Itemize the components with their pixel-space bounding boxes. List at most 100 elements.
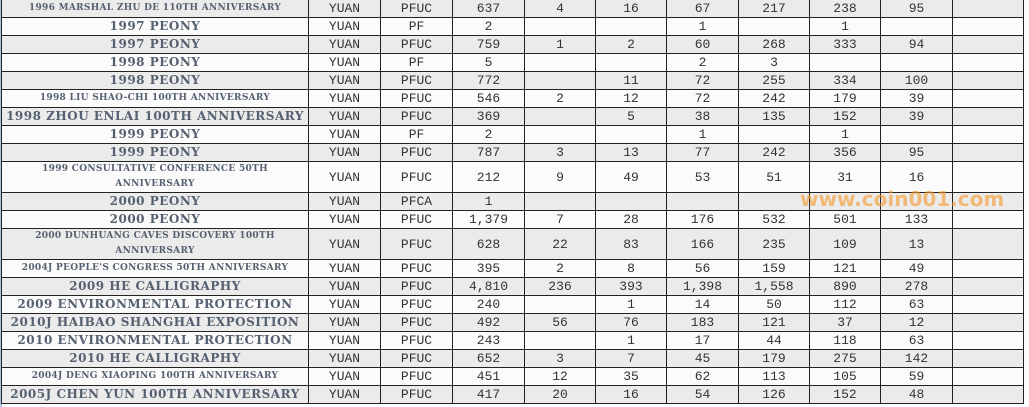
- cell-count-4[interactable]: 268: [738, 35, 810, 54]
- cell-count-6[interactable]: 48: [880, 385, 953, 404]
- cell-count-5[interactable]: 121: [809, 259, 881, 278]
- cell-count-3[interactable]: 62: [666, 367, 739, 386]
- cell-name[interactable]: 2010J HAIBAO SHANGHAI EXPOSITION: [1, 313, 309, 332]
- cell-total[interactable]: 637: [452, 0, 525, 18]
- cell-total[interactable]: 1: [452, 192, 525, 211]
- cell-total[interactable]: 2: [452, 125, 525, 144]
- cell-count-6[interactable]: 13: [880, 228, 953, 260]
- cell-count-1[interactable]: 56: [524, 313, 596, 332]
- cell-count-3[interactable]: 45: [666, 349, 739, 368]
- cell-count-4[interactable]: [738, 125, 810, 144]
- cell-count-5[interactable]: 501: [809, 210, 881, 229]
- cell-count-4[interactable]: 121: [738, 313, 810, 332]
- cell-grade[interactable]: PFUC: [380, 385, 453, 404]
- cell-count-3[interactable]: 14: [666, 295, 739, 314]
- cell-count-4[interactable]: [738, 17, 810, 36]
- cell-count-3[interactable]: 2: [666, 53, 739, 72]
- cell-count-5[interactable]: 179: [809, 89, 881, 108]
- cell-count-7[interactable]: [952, 0, 1024, 18]
- cell-total[interactable]: 395: [452, 259, 525, 278]
- cell-grade[interactable]: PFCA: [380, 192, 453, 211]
- cell-count-5[interactable]: 238: [809, 0, 881, 18]
- cell-count-4[interactable]: 179: [738, 349, 810, 368]
- cell-count-2[interactable]: 16: [595, 0, 667, 18]
- cell-count-5[interactable]: 275: [809, 349, 881, 368]
- cell-count-5[interactable]: 1: [809, 125, 881, 144]
- cell-count-1[interactable]: 4: [524, 0, 596, 18]
- cell-count-4[interactable]: 126: [738, 385, 810, 404]
- cell-unit[interactable]: YUAN: [308, 385, 381, 404]
- cell-count-1[interactable]: 236: [524, 277, 596, 296]
- cell-total[interactable]: 5: [452, 53, 525, 72]
- cell-name[interactable]: 1998 LIU SHAO-CHI 100TH ANNIVERSARY: [1, 89, 309, 108]
- cell-count-1[interactable]: [524, 71, 596, 90]
- cell-count-5[interactable]: 152: [809, 107, 881, 126]
- cell-count-1[interactable]: 7: [524, 210, 596, 229]
- cell-unit[interactable]: YUAN: [308, 228, 381, 260]
- cell-total[interactable]: 243: [452, 331, 525, 350]
- cell-unit[interactable]: YUAN: [308, 313, 381, 332]
- cell-count-7[interactable]: [952, 89, 1024, 108]
- cell-count-6[interactable]: 63: [880, 331, 953, 350]
- cell-unit[interactable]: YUAN: [308, 210, 381, 229]
- cell-name[interactable]: 2010 HE CALLIGRAPHY: [1, 349, 309, 368]
- cell-total[interactable]: 628: [452, 228, 525, 260]
- cell-grade[interactable]: PFUC: [380, 71, 453, 90]
- cell-total[interactable]: 451: [452, 367, 525, 386]
- cell-count-5[interactable]: 118: [809, 331, 881, 350]
- cell-count-2[interactable]: 76: [595, 313, 667, 332]
- cell-count-4[interactable]: 217: [738, 0, 810, 18]
- cell-count-3[interactable]: 60: [666, 35, 739, 54]
- cell-unit[interactable]: YUAN: [308, 331, 381, 350]
- cell-count-6[interactable]: 94: [880, 35, 953, 54]
- cell-grade[interactable]: PFUC: [380, 143, 453, 162]
- cell-count-5[interactable]: 105: [809, 367, 881, 386]
- cell-count-5[interactable]: 356: [809, 143, 881, 162]
- cell-count-7[interactable]: [952, 71, 1024, 90]
- cell-name[interactable]: 2009 ENVIRONMENTAL PROTECTION: [1, 295, 309, 314]
- cell-unit[interactable]: YUAN: [308, 259, 381, 278]
- cell-unit[interactable]: YUAN: [308, 192, 381, 211]
- cell-count-3[interactable]: 77: [666, 143, 739, 162]
- cell-count-3[interactable]: 17: [666, 331, 739, 350]
- cell-count-2[interactable]: 2: [595, 35, 667, 54]
- cell-grade[interactable]: PFUC: [380, 107, 453, 126]
- cell-unit[interactable]: YUAN: [308, 0, 381, 18]
- cell-count-5[interactable]: 112: [809, 295, 881, 314]
- cell-name[interactable]: 2005J CHEN YUN 100TH ANNIVERSARY: [1, 385, 309, 404]
- cell-count-1[interactable]: 20: [524, 385, 596, 404]
- cell-count-4[interactable]: 242: [738, 143, 810, 162]
- cell-count-2[interactable]: 13: [595, 143, 667, 162]
- cell-total[interactable]: 492: [452, 313, 525, 332]
- cell-name[interactable]: 1999 PEONY: [1, 125, 309, 144]
- cell-total[interactable]: 546: [452, 89, 525, 108]
- cell-name[interactable]: 2000 PEONY: [1, 210, 309, 229]
- cell-name[interactable]: 2010 ENVIRONMENTAL PROTECTION: [1, 331, 309, 350]
- cell-count-1[interactable]: [524, 192, 596, 211]
- cell-count-5[interactable]: 31: [809, 161, 881, 193]
- cell-name[interactable]: 2004J PEOPLE'S CONGRESS 50TH ANNIVERSARY: [1, 259, 309, 278]
- cell-count-6[interactable]: 39: [880, 107, 953, 126]
- cell-unit[interactable]: YUAN: [308, 107, 381, 126]
- cell-count-6[interactable]: 142: [880, 349, 953, 368]
- cell-name[interactable]: 2000 PEONY: [1, 192, 309, 211]
- cell-count-4[interactable]: 255: [738, 71, 810, 90]
- cell-count-6[interactable]: 59: [880, 367, 953, 386]
- cell-count-7[interactable]: [952, 125, 1024, 144]
- cell-count-2[interactable]: 1: [595, 331, 667, 350]
- cell-count-7[interactable]: [952, 259, 1024, 278]
- cell-count-7[interactable]: [952, 349, 1024, 368]
- cell-count-6[interactable]: 12: [880, 313, 953, 332]
- cell-grade[interactable]: PF: [380, 17, 453, 36]
- cell-count-1[interactable]: 12: [524, 367, 596, 386]
- cell-grade[interactable]: PFUC: [380, 259, 453, 278]
- cell-count-3[interactable]: 183: [666, 313, 739, 332]
- cell-count-1[interactable]: 1: [524, 35, 596, 54]
- cell-count-7[interactable]: [952, 367, 1024, 386]
- cell-count-7[interactable]: [952, 143, 1024, 162]
- cell-count-7[interactable]: [952, 161, 1024, 193]
- cell-count-3[interactable]: 166: [666, 228, 739, 260]
- cell-grade[interactable]: PFUC: [380, 89, 453, 108]
- cell-count-1[interactable]: 9: [524, 161, 596, 193]
- cell-name[interactable]: 1998 PEONY: [1, 71, 309, 90]
